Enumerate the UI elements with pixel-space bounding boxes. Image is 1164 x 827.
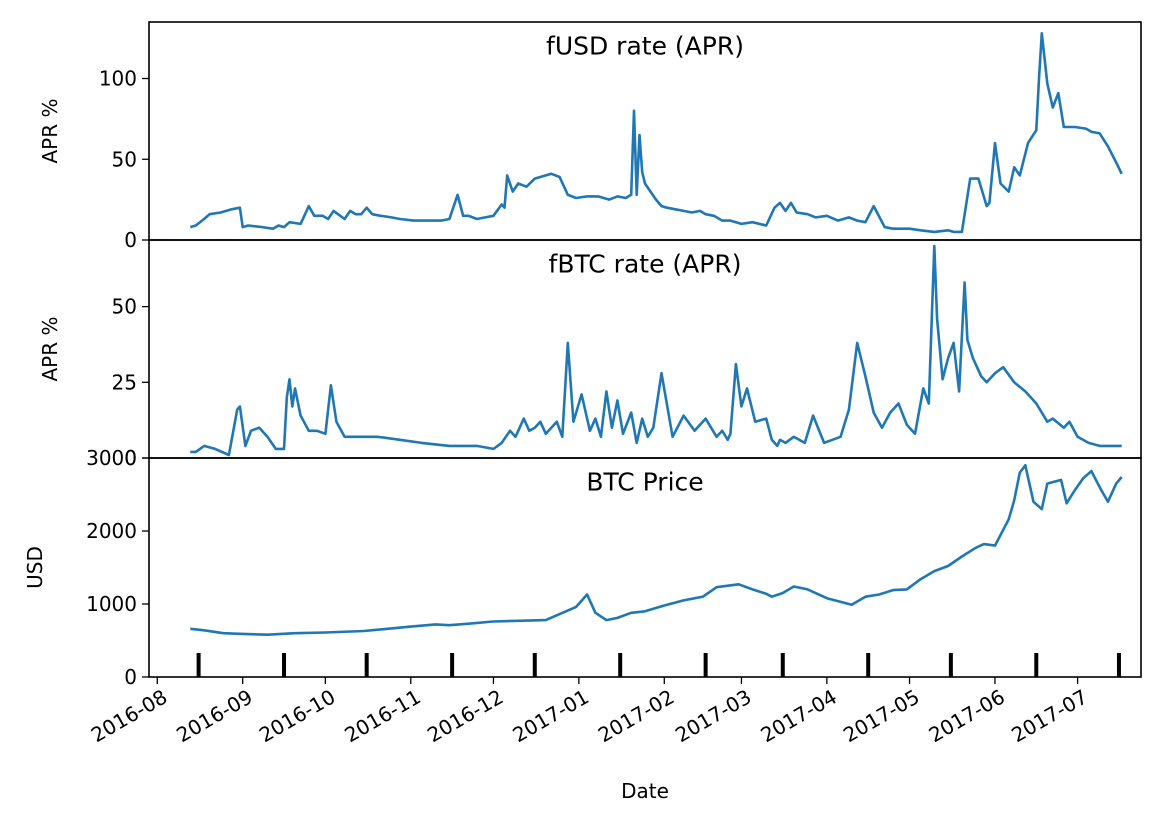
- panel-3-frame: [148, 457, 1142, 678]
- panel-2-ytick-label-2: 50: [112, 295, 137, 319]
- panel-1-title: fUSD rate (APR): [546, 32, 744, 61]
- xtick-label-11: 2017-07: [1007, 685, 1091, 748]
- xtick-label-1: 2016-09: [172, 685, 256, 748]
- panel-3-ytick-label-2: 2000: [86, 519, 137, 543]
- panel-1-ytick-label-1: 50: [112, 147, 137, 171]
- panel-3-ytick-label-1: 1000: [86, 592, 137, 616]
- panel-1-ytick-label-0: 0: [124, 228, 137, 252]
- xtick-label-10: 2017-06: [925, 685, 1009, 748]
- panel-3-ytick-label-0: 0: [124, 665, 137, 689]
- xtick-label-8: 2017-04: [756, 685, 840, 748]
- panel-3-ytick-label-3: 3000: [86, 446, 137, 470]
- xtick-label-4: 2016-12: [423, 685, 507, 748]
- panel-1-ytick-label-2: 100: [99, 67, 137, 91]
- panel-3-ylabel: USD: [23, 546, 47, 589]
- panel-1-series-line: [189, 31, 1123, 234]
- panel-2-ylabel: APR %: [38, 317, 62, 382]
- panel-2-ytick-label-0: 0: [124, 446, 137, 470]
- panel-2-ytick-label-1: 25: [112, 370, 137, 394]
- xtick-label-7: 2017-03: [671, 685, 755, 748]
- panel-3-series-line: [190, 463, 1123, 637]
- panel-1-ylabel: APR %: [38, 99, 62, 164]
- panel-2-series-line: [190, 244, 1122, 457]
- xtick-label-6: 2017-02: [594, 685, 678, 748]
- xtick-label-2: 2016-10: [255, 685, 339, 748]
- xtick-label-9: 2017-05: [839, 685, 923, 748]
- xlabel: Date: [621, 779, 669, 803]
- xtick-label-3: 2016-11: [340, 685, 424, 748]
- xtick-label-5: 2017-01: [508, 685, 592, 748]
- panel-2-title: fBTC rate (APR): [549, 250, 742, 279]
- panel-3-title: BTC Price: [586, 468, 703, 497]
- xtick-label-0: 2016-08: [87, 685, 171, 748]
